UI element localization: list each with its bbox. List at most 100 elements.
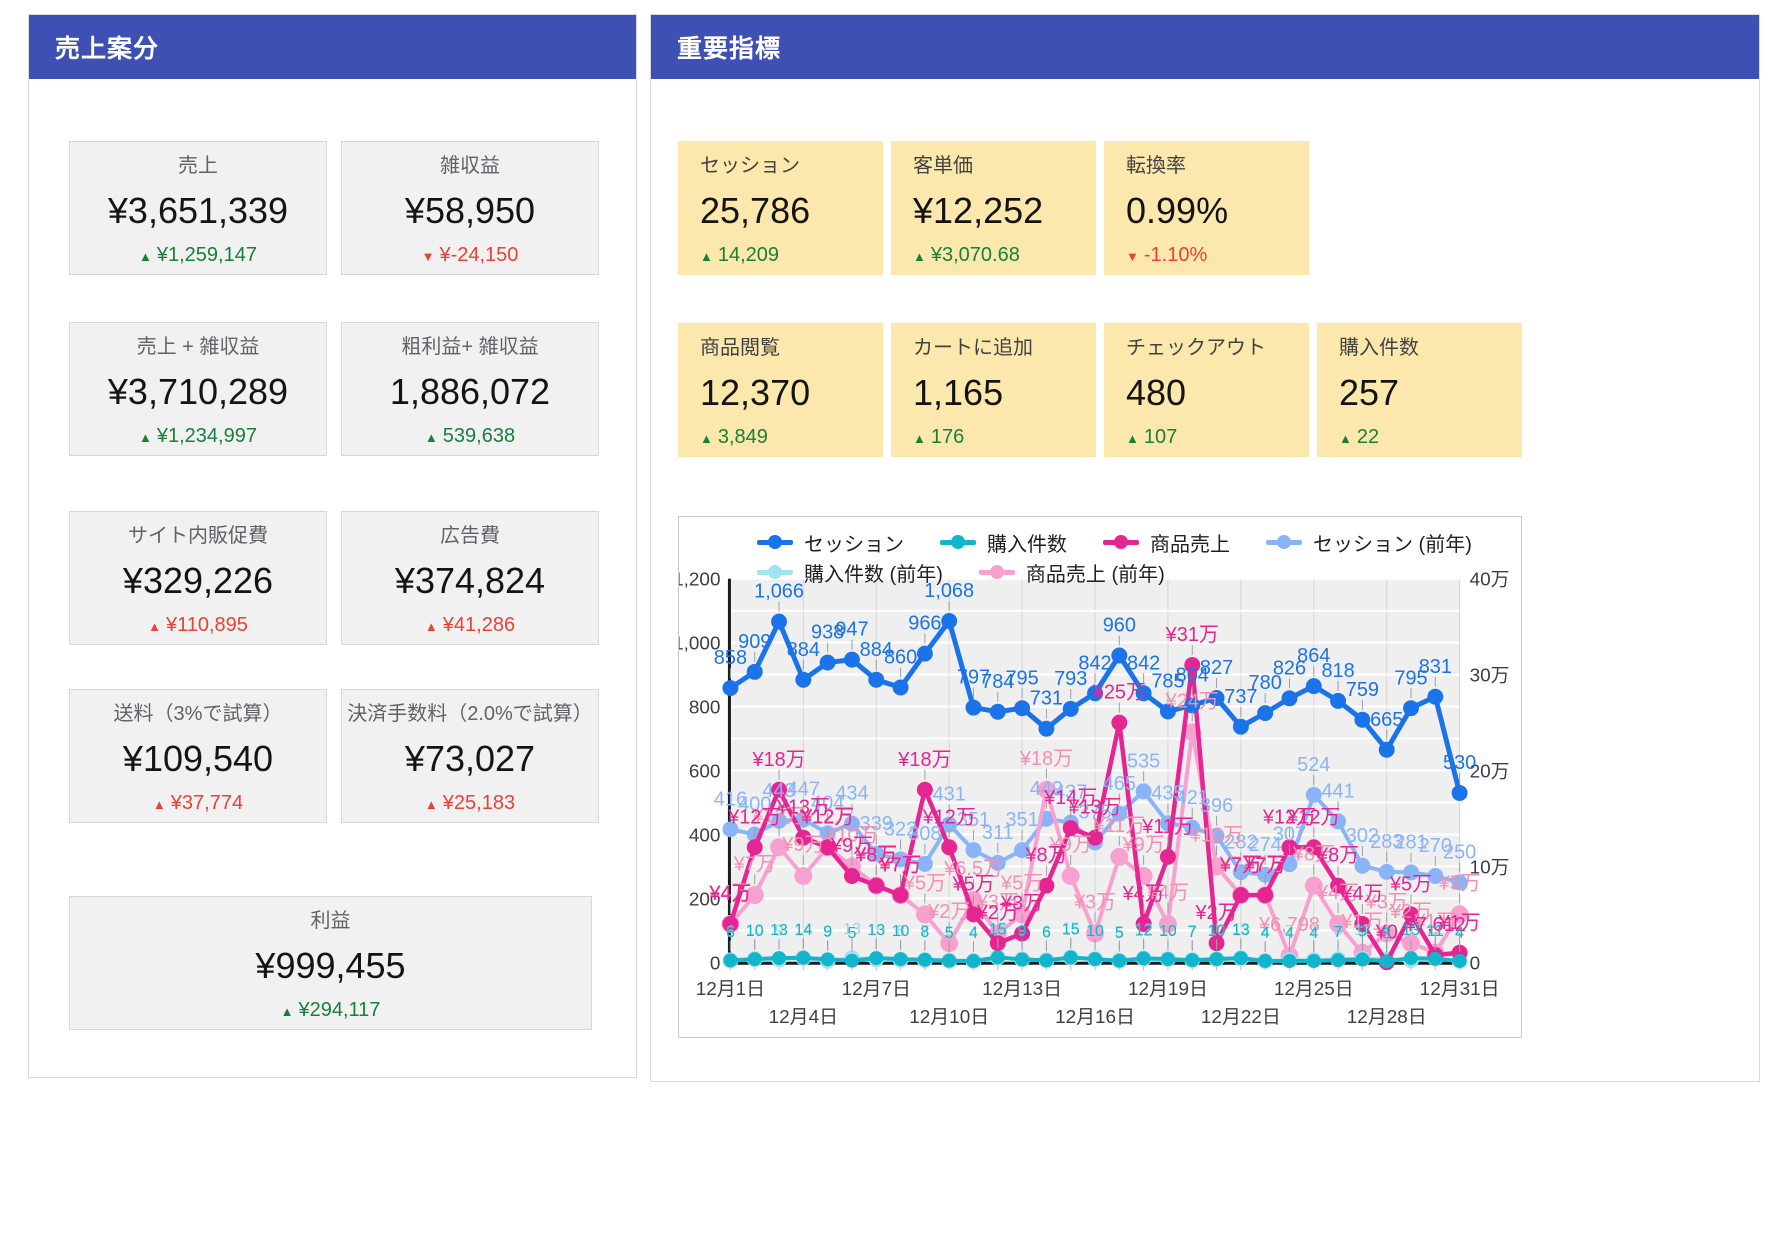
- data-label: 9: [775, 923, 784, 940]
- data-point: [1428, 951, 1443, 966]
- data-label: 404: [811, 792, 844, 814]
- data-label: 7: [1188, 923, 1197, 940]
- legend-label: 商品売上 (前年): [1025, 563, 1165, 586]
- data-label: ¥9万: [1049, 834, 1092, 856]
- delta-up-icon: ▲: [139, 430, 152, 445]
- data-point: [916, 855, 933, 872]
- y-left-tick-label: 1,000: [679, 634, 720, 655]
- data-label: 13: [843, 921, 861, 938]
- data-point: [1330, 813, 1347, 830]
- kpi-delta: ▲ ¥41,286: [424, 614, 516, 636]
- kpi-label: セッション: [700, 155, 800, 177]
- legend-label: 購入件数 (前年): [804, 563, 943, 586]
- data-point: [796, 950, 811, 965]
- key-metrics-panel: 重要指標 セッション 25,786 ▲ 14,209 客単価 ¥12,252 ▲ ¥3,070…: [650, 14, 1760, 1082]
- data-label: 842: [1127, 652, 1160, 674]
- data-label: 431: [933, 784, 966, 806]
- data-label: 8: [920, 924, 929, 941]
- legend-item: セッション (前年): [1266, 528, 1472, 557]
- kpi-card: 利益 ¥999,455 ▲ ¥294,117: [69, 896, 592, 1030]
- data-point: [1014, 842, 1031, 859]
- kpi-delta: ▼ ¥-24,150: [421, 244, 519, 266]
- data-point: [1427, 868, 1444, 884]
- data-point: [1452, 954, 1467, 968]
- data-point: [1403, 864, 1419, 881]
- data-label: 966: [908, 613, 941, 635]
- x-tick-label: 12月10日: [909, 1007, 989, 1028]
- x-tick-label: 12月1日: [696, 979, 765, 1000]
- data-label: 9: [1018, 923, 1027, 940]
- chart-legend: セッション 購入件数 商品売上 セッション (前年) 購入件数 (前年) 商品売上 (前年…: [757, 527, 1472, 587]
- kpi-value: ¥3,651,339: [107, 190, 289, 231]
- data-label: 421: [1176, 787, 1209, 809]
- x-tick-label: 12月25日: [1274, 979, 1354, 1000]
- data-label: ¥18万: [1019, 748, 1073, 770]
- data-point: [1306, 954, 1321, 968]
- data-label: 447: [787, 779, 820, 801]
- sales-breakdown-title: 売上案分: [55, 35, 160, 63]
- data-point: [819, 839, 836, 856]
- data-label: 4: [1309, 925, 1318, 942]
- data-label: ¥18万: [897, 749, 951, 771]
- data-point: [1232, 887, 1249, 904]
- y-left-tick-label: 600: [689, 761, 721, 782]
- data-point: [965, 842, 982, 859]
- legend-row: 購入件数 (前年) 商品売上 (前年): [757, 557, 1472, 587]
- data-label: 449: [1030, 778, 1063, 800]
- kpi-value: ¥109,540: [122, 738, 274, 779]
- kpi-card: 送料（3%で試算） ¥109,540 ▲ ¥37,774: [69, 689, 327, 823]
- data-label: 283: [1370, 831, 1403, 853]
- data-point: [746, 663, 763, 680]
- data-label: 826: [1273, 657, 1306, 679]
- data-label: 9: [1358, 923, 1367, 940]
- data-label: 339: [860, 813, 893, 835]
- data-label: 13: [1232, 921, 1250, 938]
- legend-series-marker-icon: [940, 539, 976, 545]
- y-left-tick-label: 200: [689, 889, 721, 910]
- data-label: 15: [989, 922, 1007, 939]
- data-label: ¥4万: [708, 882, 751, 904]
- data-point: [1377, 924, 1396, 943]
- data-label: ¥7万: [733, 853, 776, 875]
- kpi-label: 粗利益+ 雑収益: [401, 336, 539, 358]
- data-point: [771, 613, 788, 630]
- data-label: ¥5万: [1438, 872, 1481, 894]
- kpi-card: 売上 + 雑収益 ¥3,710,289 ▲ ¥1,234,997: [69, 322, 327, 456]
- data-point: [1038, 877, 1055, 894]
- data-label: ¥12万: [922, 806, 976, 828]
- data-point: [795, 829, 812, 846]
- legend-item: 商品売上: [1103, 528, 1230, 557]
- kpi-delta: ▼ -1.10%: [1126, 244, 1208, 266]
- data-point: [1451, 784, 1468, 801]
- metrics-line-chart[interactable]: セッション 購入件数 商品売上 セッション (前年) 購入件数 (前年) 商品売上 (前年…: [673, 516, 1522, 1038]
- data-label: 416: [714, 788, 747, 810]
- data-label: 10: [746, 923, 764, 940]
- y-right-tick-label: 20万: [1470, 761, 1510, 782]
- kpi-value: 25,786: [700, 190, 811, 231]
- y-left-tick-label: 0: [710, 953, 721, 974]
- data-label: 5: [823, 924, 832, 941]
- legend-label: 商品売上: [1150, 533, 1230, 556]
- legend-series-marker-icon: [1103, 539, 1139, 545]
- data-label: ¥5万: [951, 873, 994, 895]
- kpi-label: 広告費: [440, 525, 500, 547]
- data-label: 4: [1261, 924, 1270, 941]
- kpi-value: ¥12,252: [913, 190, 1044, 231]
- data-label: ¥5万: [903, 872, 946, 894]
- data-label: ¥9万: [1122, 834, 1165, 856]
- data-label: 14: [794, 922, 812, 939]
- data-label: ¥4万: [1340, 883, 1383, 905]
- data-label: 960: [1103, 615, 1136, 637]
- data-label: 6: [1042, 923, 1051, 940]
- y-right-tick-label: 0: [1470, 953, 1481, 974]
- legend-item: 購入件数: [940, 528, 1067, 557]
- data-point: [1232, 718, 1249, 735]
- kpi-card: 売上 ¥3,651,339 ▲ ¥1,259,147: [69, 141, 327, 275]
- data-point: [1111, 805, 1128, 822]
- data-label: ¥8万: [854, 845, 897, 867]
- data-point: [1354, 711, 1371, 728]
- data-label: ¥5万: [1000, 872, 1043, 894]
- data-point: [916, 781, 933, 798]
- data-point: [869, 951, 884, 966]
- kpi-label: 転換率: [1126, 155, 1186, 177]
